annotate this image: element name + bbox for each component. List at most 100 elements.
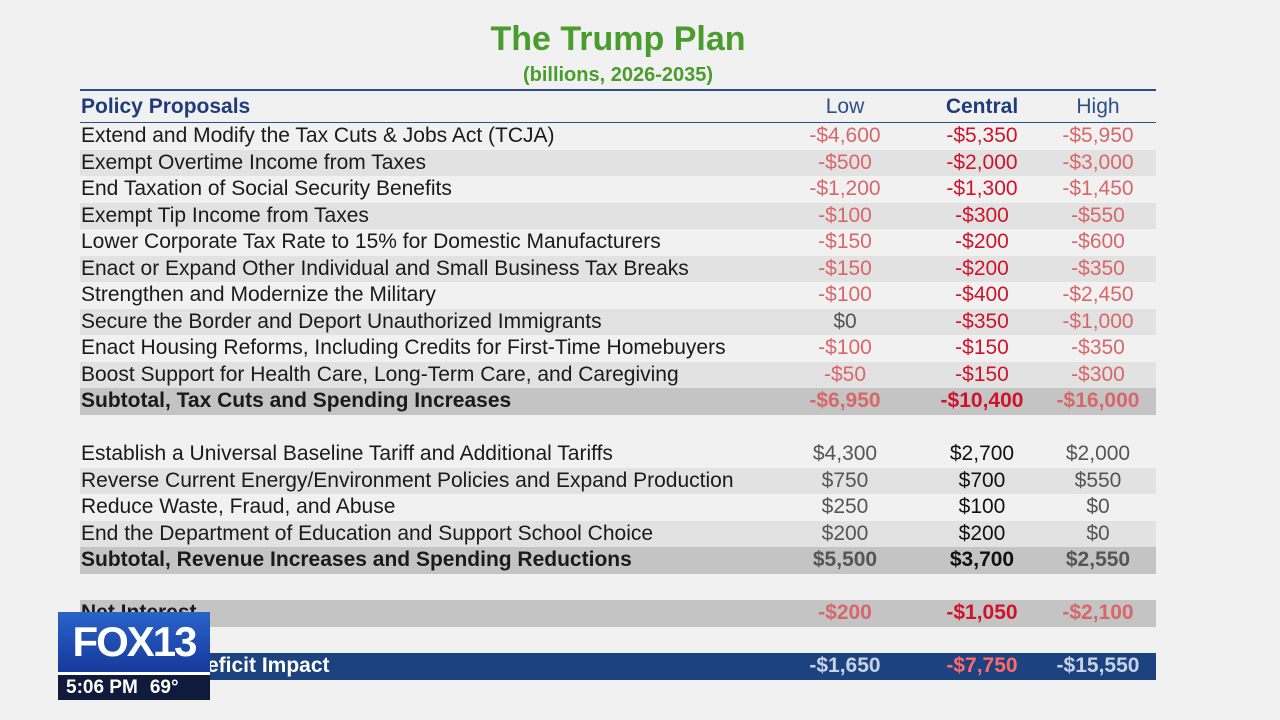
subtotal-row-tax-cuts: Subtotal, Tax Cuts and Spending Increase… (80, 388, 1156, 415)
table-row: Boost Support for Health Care, Long-Term… (80, 361, 1156, 388)
value-high: -$300 (1071, 362, 1125, 386)
deficit-impact-central: -$7,750 (946, 654, 1018, 677)
fox13-logo: FOX13 (58, 612, 210, 672)
table-row: Exempt Tip Income from Taxes -$100 -$300 -$… (80, 202, 1156, 229)
policy-label: Lower Corporate Tax Rate to 15% for Dome… (81, 230, 661, 253)
policy-label: Enact or Expand Other Individual and Sma… (81, 256, 689, 280)
value-central: $100 (958, 495, 1006, 518)
deficit-impact-row: eficit Impact -$1,650 -$7,750 -$15,550 (80, 653, 1156, 680)
value-central: -$300 (955, 203, 1009, 227)
value-central: -$150 (955, 362, 1009, 386)
value-low: -$1,200 (809, 177, 881, 200)
policy-table: Policy Proposals Low Central High Extend… (80, 89, 1156, 680)
section-revenue-increases: Establish a Universal Baseline Tariff an… (80, 441, 1156, 547)
value-low: -$150 (818, 256, 872, 280)
policy-label: Establish a Universal Baseline Tariff an… (81, 442, 613, 465)
subtotal-central: -$10,400 (940, 389, 1024, 412)
policy-label: Exempt Overtime Income from Taxes (81, 150, 427, 174)
value-low: $0 (833, 309, 857, 333)
spacer-row (80, 574, 1156, 601)
column-header-policy: Policy Proposals (81, 95, 251, 118)
net-interest-central: -$1,050 (946, 601, 1018, 624)
net-interest-row: Net Interest -$200 -$1,050 -$2,100 (80, 600, 1156, 627)
value-central: -$400 (955, 283, 1009, 306)
table-row: Enact or Expand Other Individual and Sma… (80, 255, 1156, 282)
subtotal-high: -$16,000 (1056, 389, 1140, 412)
policy-label: End the Department of Education and Supp… (81, 521, 654, 545)
subtotal-high: $2,550 (1065, 548, 1131, 571)
spacer-row (80, 627, 1156, 654)
table-row: Lower Corporate Tax Rate to 15% for Dome… (80, 229, 1156, 256)
value-central: $700 (958, 468, 1006, 492)
value-high: -$1,000 (1062, 309, 1134, 333)
value-low: -$100 (818, 336, 872, 359)
section-tax-cuts-spending: Extend and Modify the Tax Cuts & Jobs Ac… (80, 123, 1156, 388)
value-high: -$600 (1071, 230, 1125, 253)
value-high: -$5,950 (1062, 124, 1134, 147)
slide-subtitle: (billions, 2026-2035) (522, 64, 714, 86)
value-central: $2,700 (949, 442, 1015, 465)
policy-label: Secure the Border and Deport Unauthorize… (81, 309, 602, 333)
policy-label: Exempt Tip Income from Taxes (81, 203, 369, 227)
value-low: $750 (821, 468, 869, 492)
subtotal-low: $5,500 (812, 548, 878, 571)
subtotal-label: Subtotal, Revenue Increases and Spending… (81, 548, 632, 571)
policy-label: Reduce Waste, Fraud, and Abuse (81, 495, 396, 518)
value-low: $4,300 (812, 442, 878, 465)
deficit-impact-high: -$15,550 (1056, 654, 1140, 677)
value-low: -$50 (823, 362, 867, 386)
value-central: $200 (958, 521, 1006, 545)
value-low: -$150 (818, 230, 872, 253)
subtotal-row-revenue: Subtotal, Revenue Increases and Spending… (80, 547, 1156, 574)
table-row: End the Department of Education and Supp… (80, 520, 1156, 547)
value-high: $0 (1086, 495, 1110, 518)
policy-label: Reverse Current Energy/Environment Polic… (81, 468, 734, 492)
policy-label: Boost Support for Health Care, Long-Term… (81, 362, 679, 386)
table-row: Exempt Overtime Income from Taxes -$500 -$… (80, 149, 1156, 176)
temperature: 69° (149, 677, 179, 698)
value-high: $550 (1074, 468, 1122, 492)
value-high: -$550 (1071, 203, 1125, 227)
deficit-impact-low: -$1,650 (809, 654, 881, 677)
table-row: Reverse Current Energy/Environment Polic… (80, 467, 1156, 494)
value-high: $0 (1086, 521, 1110, 545)
policy-label: Enact Housing Reforms, Including Credits… (81, 336, 726, 359)
value-low: -$4,600 (809, 124, 881, 147)
subtotal-label: Subtotal, Tax Cuts and Spending Increase… (81, 389, 512, 412)
table-top-rule (80, 89, 1156, 91)
table-row: Extend and Modify the Tax Cuts & Jobs Ac… (80, 123, 1156, 150)
value-central: -$5,350 (946, 124, 1018, 147)
value-central: -$350 (955, 309, 1009, 333)
value-central: -$150 (955, 336, 1009, 359)
time-temp-bar: 5:06 PM 69° (58, 675, 210, 700)
column-header-central: Central (945, 95, 1019, 118)
value-central: -$200 (955, 230, 1009, 253)
table-row: Reduce Waste, Fraud, and Abuse $250 $100 $0 (80, 494, 1156, 521)
table-row: Secure the Border and Deport Unauthorize… (80, 308, 1156, 335)
bug-divider (58, 672, 210, 675)
value-low: -$500 (818, 150, 872, 174)
value-central: -$1,300 (946, 177, 1018, 200)
spacer-row (80, 415, 1156, 442)
value-high: -$350 (1071, 256, 1125, 280)
value-low: -$100 (818, 203, 872, 227)
table-row: Strengthen and Modernize the Military -$1… (80, 282, 1156, 309)
value-central: -$2,000 (946, 150, 1018, 174)
fox13-station-bug: FOX13 5:06 PM 69° (58, 612, 210, 700)
value-high: -$2,450 (1062, 283, 1134, 306)
value-low: $200 (821, 521, 869, 545)
policy-label: Strengthen and Modernize the Military (81, 283, 436, 306)
column-header-high: High (1076, 95, 1120, 118)
net-interest-high: -$2,100 (1062, 601, 1134, 624)
value-central: -$200 (955, 256, 1009, 280)
slide-title: The Trump Plan (490, 20, 746, 58)
value-high: -$1,450 (1062, 177, 1134, 200)
deficit-impact-label: eficit Impact (207, 654, 330, 677)
subtotal-central: $3,700 (949, 548, 1015, 571)
subtotal-low: -$6,950 (809, 389, 881, 412)
policy-label: End Taxation of Social Security Benefits (81, 177, 452, 200)
value-high: -$350 (1071, 336, 1125, 359)
column-header-low: Low (825, 95, 865, 118)
clock-time: 5:06 PM (66, 677, 138, 698)
